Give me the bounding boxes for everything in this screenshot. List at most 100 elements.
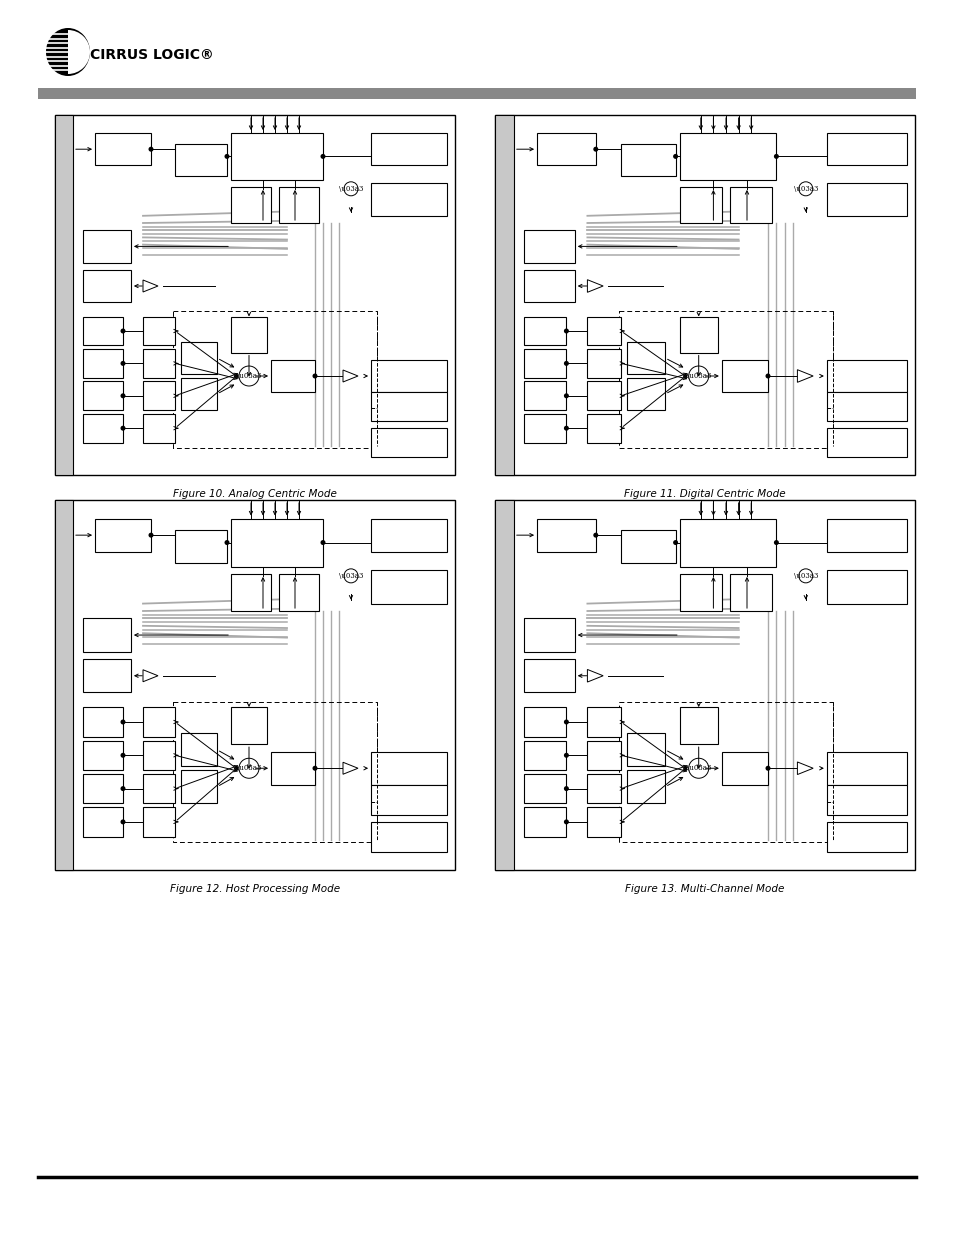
Circle shape xyxy=(120,819,126,825)
Circle shape xyxy=(673,154,678,159)
Text: \u03a3: \u03a3 xyxy=(236,764,261,772)
Bar xyxy=(587,382,620,410)
Text: Figure 13. Multi-Channel Mode: Figure 13. Multi-Channel Mode xyxy=(624,884,784,894)
Bar xyxy=(729,574,771,611)
Bar xyxy=(181,378,216,410)
Bar xyxy=(826,429,905,457)
Circle shape xyxy=(120,361,126,366)
Bar xyxy=(231,574,271,611)
Circle shape xyxy=(773,540,778,545)
Circle shape xyxy=(563,753,568,758)
Bar xyxy=(83,774,123,804)
Bar xyxy=(143,808,174,836)
Circle shape xyxy=(120,753,126,758)
Polygon shape xyxy=(797,369,812,383)
Bar xyxy=(524,708,566,737)
Bar xyxy=(729,186,771,224)
Bar xyxy=(55,500,73,869)
Bar xyxy=(83,659,131,693)
Polygon shape xyxy=(797,762,812,774)
Bar xyxy=(38,88,915,99)
Circle shape xyxy=(344,182,357,196)
Text: CIRRUS LOGIC®: CIRRUS LOGIC® xyxy=(90,48,213,62)
Bar xyxy=(371,393,447,421)
Bar xyxy=(524,350,566,378)
Bar xyxy=(679,519,776,567)
Bar xyxy=(83,230,131,263)
Bar xyxy=(627,734,664,767)
Polygon shape xyxy=(587,279,602,293)
Bar xyxy=(587,774,620,804)
Bar xyxy=(95,519,151,552)
Bar xyxy=(721,359,767,393)
Bar xyxy=(679,186,721,224)
Bar xyxy=(618,311,832,448)
Bar xyxy=(143,414,174,442)
Bar xyxy=(231,186,271,224)
Bar xyxy=(143,382,174,410)
Bar xyxy=(826,785,905,815)
Circle shape xyxy=(313,373,317,378)
Bar xyxy=(143,708,174,737)
Bar xyxy=(524,808,566,836)
Circle shape xyxy=(239,758,258,778)
Circle shape xyxy=(563,361,568,366)
Bar xyxy=(83,741,123,771)
Bar xyxy=(83,414,123,442)
Circle shape xyxy=(120,720,126,725)
Circle shape xyxy=(120,329,126,333)
Bar xyxy=(55,500,455,869)
Circle shape xyxy=(798,569,812,583)
Ellipse shape xyxy=(46,28,90,77)
Bar xyxy=(55,115,455,475)
Bar xyxy=(620,143,675,177)
Bar xyxy=(83,350,123,378)
Bar xyxy=(231,708,267,745)
Bar xyxy=(172,701,376,842)
Bar xyxy=(587,741,620,771)
Bar xyxy=(83,619,131,652)
Circle shape xyxy=(149,147,153,152)
Bar xyxy=(83,808,123,836)
Bar xyxy=(524,619,575,652)
Bar xyxy=(587,708,620,737)
Bar xyxy=(371,519,447,552)
Bar xyxy=(620,530,675,563)
Bar xyxy=(371,133,447,165)
Bar xyxy=(524,269,575,303)
Circle shape xyxy=(320,540,325,545)
Bar xyxy=(679,316,717,353)
Circle shape xyxy=(688,758,708,778)
Text: \u03a3: \u03a3 xyxy=(686,372,710,380)
Bar xyxy=(524,414,566,442)
Circle shape xyxy=(764,766,770,771)
Circle shape xyxy=(593,532,598,537)
Circle shape xyxy=(149,532,153,537)
Text: \u03a3: \u03a3 xyxy=(236,372,261,380)
Circle shape xyxy=(313,766,317,771)
Bar xyxy=(83,269,131,303)
Bar xyxy=(524,382,566,410)
Bar xyxy=(371,785,447,815)
Bar xyxy=(371,752,447,785)
Circle shape xyxy=(593,147,598,152)
Bar xyxy=(826,752,905,785)
Circle shape xyxy=(120,426,126,431)
Bar xyxy=(55,115,73,475)
Bar xyxy=(524,741,566,771)
Circle shape xyxy=(673,540,678,545)
Text: \u03a3: \u03a3 xyxy=(793,572,817,580)
Polygon shape xyxy=(143,669,158,682)
Text: \u03a3: \u03a3 xyxy=(338,572,363,580)
Bar xyxy=(231,519,323,567)
Bar xyxy=(143,316,174,346)
Bar xyxy=(587,350,620,378)
Bar xyxy=(143,741,174,771)
Bar xyxy=(826,184,905,216)
Bar xyxy=(679,133,776,180)
Bar xyxy=(524,659,575,693)
Bar xyxy=(495,500,914,869)
Text: Figure 11. Digital Centric Mode: Figure 11. Digital Centric Mode xyxy=(623,489,785,499)
Circle shape xyxy=(344,569,357,583)
Bar xyxy=(826,519,905,552)
